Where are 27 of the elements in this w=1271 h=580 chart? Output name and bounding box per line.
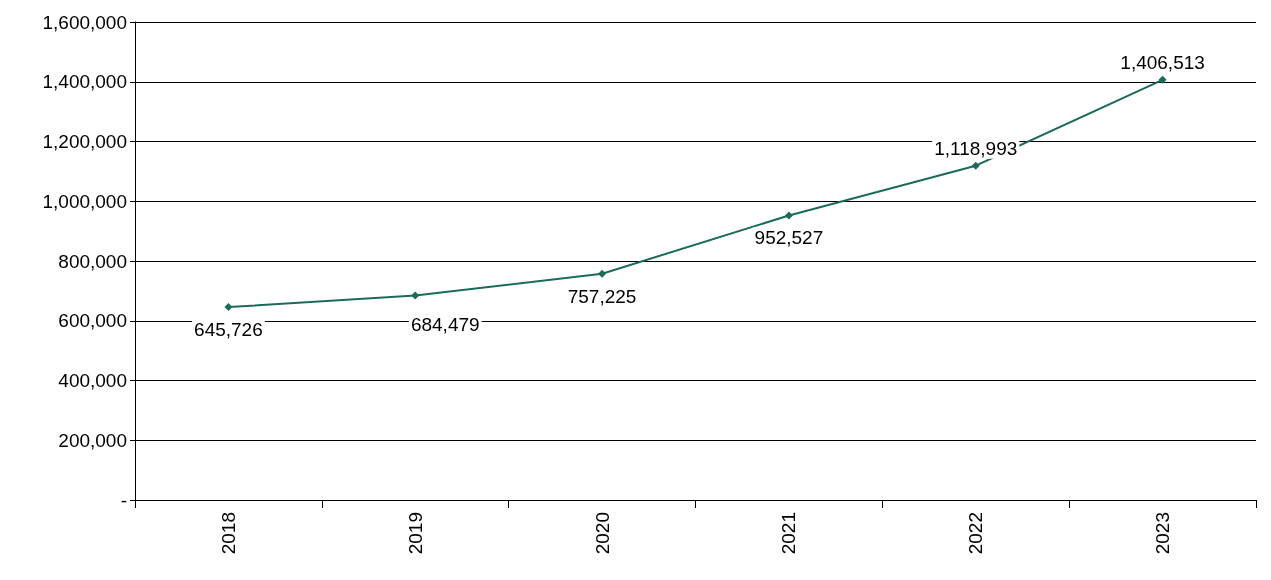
data-label: 952,527 bbox=[754, 227, 824, 249]
y-tick-label: 800,000 bbox=[58, 250, 127, 272]
x-tick-label: 2020 bbox=[591, 512, 613, 555]
data-label: 645,726 bbox=[194, 319, 263, 341]
point bbox=[411, 291, 420, 300]
data-label: 1,406,513 bbox=[1120, 51, 1205, 73]
y-tick-label: 600,000 bbox=[58, 310, 127, 332]
point bbox=[1158, 75, 1167, 84]
y-tick-label: 1,200,000 bbox=[42, 131, 127, 152]
y-tick-label: - bbox=[120, 489, 127, 511]
y-tick-label: 400,000 bbox=[58, 370, 127, 391]
data-label: 757,225 bbox=[567, 285, 637, 307]
point bbox=[224, 303, 233, 312]
point bbox=[784, 211, 793, 220]
data-label: 684,479 bbox=[410, 313, 480, 335]
x-tick-label: 2021 bbox=[778, 512, 800, 555]
data-label: 1,118,993 bbox=[934, 137, 1018, 159]
y-tick-label: 200,000 bbox=[58, 429, 127, 451]
y-tick-label: 1,600,000 bbox=[42, 11, 127, 33]
x-tick-label: 2018 bbox=[217, 512, 239, 555]
x-tick-label: 2022 bbox=[965, 512, 987, 555]
point bbox=[598, 269, 607, 278]
y-tick-label: 1,400,000 bbox=[42, 71, 127, 93]
x-tick-label: 2019 bbox=[404, 512, 426, 555]
y-tick-label: 1,000,000 bbox=[42, 190, 127, 212]
x-tick-label: 2023 bbox=[1152, 512, 1174, 555]
point bbox=[971, 161, 980, 170]
